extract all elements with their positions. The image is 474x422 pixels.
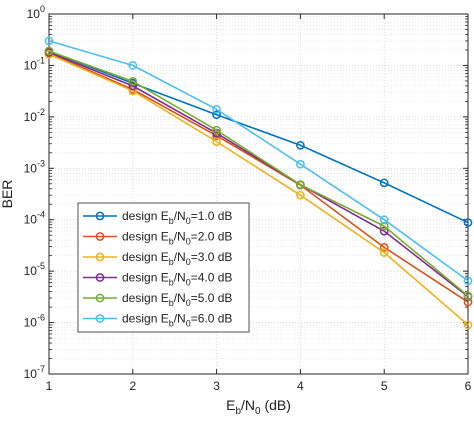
y-tick-label: 10-1 bbox=[24, 55, 45, 72]
data-point bbox=[128, 61, 138, 70]
legend-item: design Eb/N0=1.0 dB bbox=[83, 209, 232, 226]
data-point bbox=[212, 104, 221, 114]
series-line bbox=[48, 51, 469, 298]
data-point bbox=[296, 180, 305, 190]
data-point bbox=[128, 86, 138, 96]
legend-label: design Eb/N0=5.0 dB bbox=[122, 291, 232, 308]
series-line bbox=[48, 40, 469, 282]
legend-swatch-marker bbox=[95, 211, 105, 221]
data-point bbox=[379, 248, 389, 257]
legend-swatch-marker bbox=[95, 273, 105, 282]
legend-label: design Eb/N0=6.0 dB bbox=[122, 312, 232, 329]
x-tick-label: 4 bbox=[297, 379, 304, 393]
legend-swatch-marker bbox=[95, 293, 105, 303]
data-point bbox=[463, 297, 473, 307]
y-tick-label: 10-3 bbox=[24, 158, 45, 175]
data-point bbox=[379, 221, 389, 231]
axis-labels: BER Eb/N0 (dB) bbox=[0, 180, 291, 417]
legend-item: design Eb/N0=5.0 dB bbox=[83, 291, 232, 308]
series-layer bbox=[44, 36, 473, 330]
data-point bbox=[128, 77, 138, 86]
data-point bbox=[128, 81, 138, 91]
series-line bbox=[48, 52, 469, 303]
legend-swatch-marker bbox=[95, 232, 105, 241]
x-tick-label: 2 bbox=[129, 379, 136, 393]
legend-box bbox=[77, 202, 250, 333]
legend-swatch-marker bbox=[95, 252, 105, 262]
legend: design Eb/N0=1.0 dB design Eb/N0=2.0 dB de… bbox=[77, 202, 250, 333]
data-point bbox=[296, 159, 305, 169]
legend-label: design Eb/N0=2.0 dB bbox=[122, 230, 232, 247]
x-tick-label: 1 bbox=[46, 379, 53, 393]
legend-swatch-marker bbox=[95, 314, 105, 323]
legend-item: design Eb/N0=3.0 dB bbox=[83, 250, 232, 267]
data-point bbox=[44, 36, 54, 46]
legend-label: design Eb/N0=4.0 dB bbox=[122, 271, 232, 288]
y-tick-label: 10-4 bbox=[24, 210, 45, 227]
series-line bbox=[48, 50, 469, 297]
y-tick-label: 100 bbox=[27, 4, 45, 21]
data-point bbox=[379, 226, 389, 236]
data-point bbox=[379, 243, 389, 252]
x-tick-label: 6 bbox=[465, 379, 472, 393]
data-point bbox=[44, 46, 54, 56]
series-5 bbox=[44, 46, 473, 301]
y-tick-label: 10-5 bbox=[24, 261, 45, 278]
y-tick-label: 10-7 bbox=[24, 364, 45, 381]
series-line bbox=[48, 50, 469, 224]
data-point bbox=[463, 291, 473, 301]
y-axis-label: BER bbox=[0, 180, 15, 209]
legend-item: design Eb/N0=2.0 dB bbox=[83, 230, 232, 247]
data-point bbox=[463, 320, 473, 330]
legend-label: design Eb/N0=3.0 dB bbox=[122, 250, 232, 267]
data-point bbox=[212, 137, 221, 146]
series-line bbox=[48, 53, 469, 326]
y-tick-label: 10-6 bbox=[24, 313, 45, 330]
y-tick-label: 10-2 bbox=[24, 107, 45, 124]
data-point bbox=[212, 110, 221, 120]
ticks-layer: 1 2 3 4 5 6 10-7 10-6 10-5 10-4 10-3 10-2 10-1 100 bbox=[24, 4, 472, 393]
x-tick-label: 5 bbox=[381, 379, 388, 393]
data-point bbox=[463, 218, 473, 227]
data-point bbox=[296, 140, 305, 150]
x-tick-label: 3 bbox=[213, 379, 220, 393]
data-point bbox=[463, 276, 473, 286]
plot-frame bbox=[48, 13, 469, 375]
legend-label: design Eb/N0=1.0 dB bbox=[122, 209, 232, 226]
data-point bbox=[296, 190, 305, 200]
data-point bbox=[212, 125, 221, 135]
data-point bbox=[379, 178, 389, 188]
data-point bbox=[379, 215, 389, 225]
x-axis-label: Eb/N0 (dB) bbox=[226, 397, 291, 417]
legend-item: design Eb/N0=6.0 dB bbox=[83, 312, 232, 329]
legend-item: design Eb/N0=4.0 dB bbox=[83, 271, 232, 288]
series-3 bbox=[44, 49, 473, 330]
series-6 bbox=[44, 36, 473, 286]
